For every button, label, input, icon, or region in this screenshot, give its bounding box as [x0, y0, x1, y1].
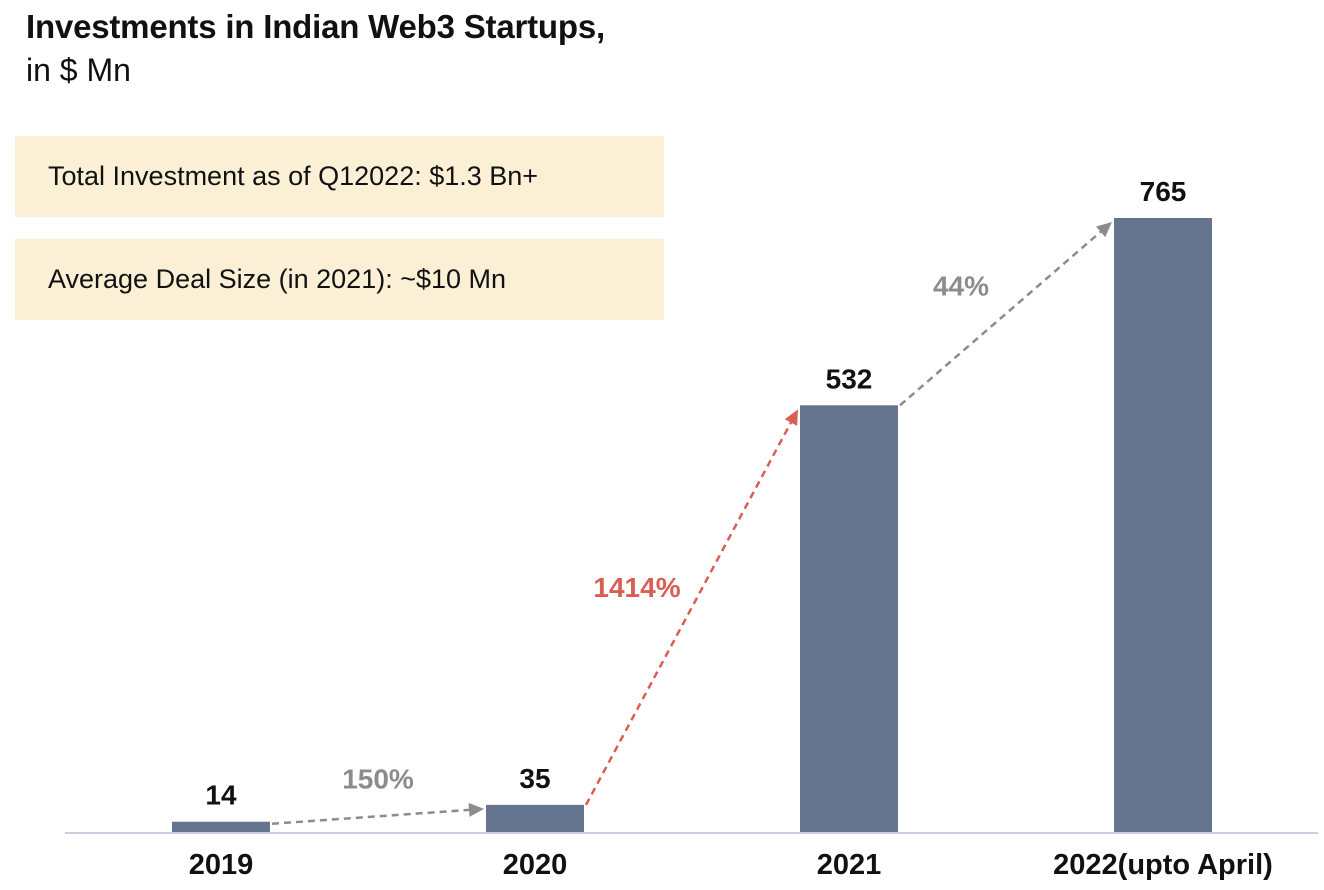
x-tick-label: 2021	[817, 849, 882, 881]
growth-arrow-head	[784, 409, 798, 426]
average-deal-size-callout: Average Deal Size (in 2021): ~$10 Mn	[15, 239, 664, 320]
growth-arrow-line	[584, 417, 795, 806]
x-tick-label: 2020	[503, 849, 568, 881]
total-investment-callout: Total Investment as of Q12022: $1.3 Bn+	[15, 136, 664, 217]
growth-arrow-line	[271, 808, 475, 825]
x-tick-label: 2019	[189, 849, 254, 881]
growth-rate-label: 150%	[342, 763, 414, 794]
bar-value-label: 532	[826, 363, 873, 394]
chart-title: Investments in Indian Web3 Startups,	[26, 8, 605, 45]
total-investment-text: Total Investment as of Q12022: $1.3 Bn+	[48, 161, 539, 191]
bar-value-label: 765	[1140, 176, 1187, 207]
bar-2021	[800, 405, 898, 833]
bar-2020	[486, 804, 584, 833]
bar-value-label: 35	[519, 763, 550, 794]
growth-arrow-line	[899, 227, 1106, 407]
chart-subtitle: in $ Mn	[26, 52, 131, 88]
bar-value-label: 14	[205, 780, 237, 811]
growth-arrow-head	[1096, 222, 1112, 238]
bars-layer	[172, 218, 1212, 833]
x-tick-label: 2022(upto April)	[1053, 849, 1273, 881]
bar-2019	[172, 821, 270, 833]
average-deal-size-text: Average Deal Size (in 2021): ~$10 Mn	[48, 264, 507, 294]
growth-arrows-layer	[271, 222, 1112, 825]
bar-2022-upto-april	[1114, 218, 1212, 833]
growth-rate-label: 44%	[933, 271, 989, 302]
growth-arrow-head	[468, 802, 484, 817]
labels-layer: 14 2019 35 2020 532 2021 765 2022(upto April) 15…	[189, 176, 1273, 881]
growth-rate-label: 1414%	[593, 572, 680, 603]
